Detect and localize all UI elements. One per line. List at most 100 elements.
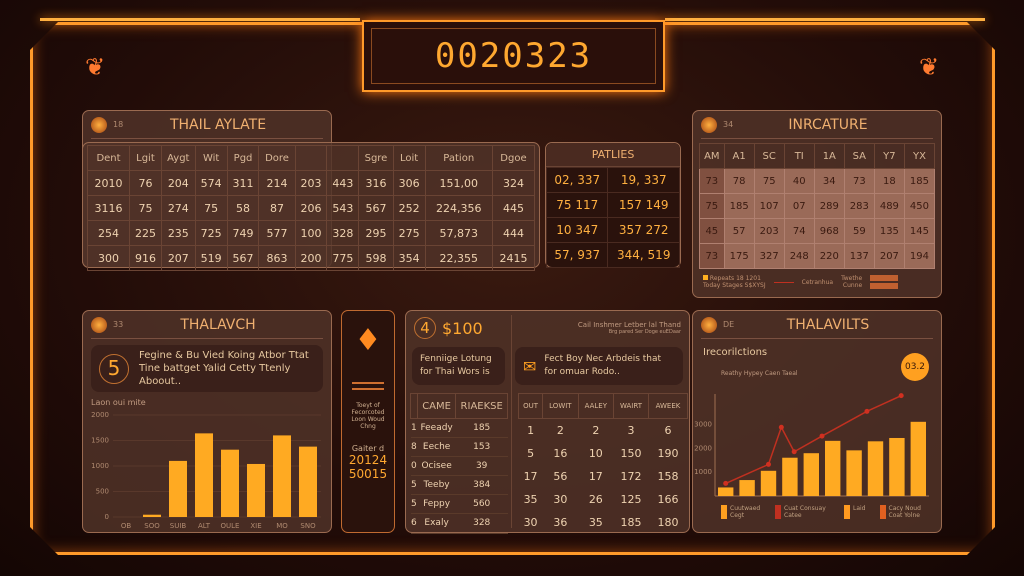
table-row[interactable]: 17 56 17 172 158 [519,465,688,488]
table-cell: 8 [410,437,418,458]
table-cell: 02, 337 [545,167,609,193]
thalavilts-panel: DE THALAVILTS Irecorilctions Reathy Hypey… [692,310,942,533]
table-cell: 384 [455,475,508,496]
y-tick-label: 1500 [91,437,109,445]
line-point [778,424,784,430]
panel-badge: 33 [113,320,124,329]
note: Cail Inshmer Letber lal Thand [577,321,681,329]
legend-item: Cetranhua [801,278,834,286]
column-header: Pgd [226,145,260,171]
line-point [864,408,870,414]
table-cell: Feeady [417,418,456,439]
table-cell: 306 [392,170,426,196]
table-cell: 214 [258,170,296,196]
line-point [819,433,825,439]
table-row[interactable]: 30 36 35 185 180 [519,511,688,534]
column-header: SA [843,143,875,169]
table-cell: 300 [86,245,131,271]
column-header: Lgit [129,145,162,171]
table-cell: Feppy [417,494,456,515]
panel-title: PATLIES [546,143,680,167]
table-cell: 1 [410,418,418,439]
table-cell: 344, 519 [607,242,680,268]
table-row[interactable]: 1 2 2 3 6 [519,419,688,442]
panel-badge: 34 [723,120,734,129]
table-cell: 59 [843,218,875,244]
legend-item: Cuutwaed Cegt [721,505,761,519]
table-cell: 175 [723,243,755,269]
step-number: 5 [99,353,129,384]
table-row[interactable]: 35 30 26 125 166 [519,488,688,511]
table-cell: 10 [588,446,603,460]
table-row: 57, 937 344, 519 [545,242,680,268]
bar [910,421,926,496]
table-cell: 74 [783,218,815,244]
table-cell: 39 [455,456,508,477]
table-cell: 166 [657,492,679,506]
envelope-icon[interactable]: ✉ [523,356,537,376]
line-point [898,393,904,399]
table-cell: 18 [873,168,905,194]
table-cell: 78 [723,168,755,194]
table-row: 45 57 203 74 968 59 135 145 [699,218,936,244]
chart-title: Reathy Hypey Caen Taeal [721,370,798,377]
table-row[interactable]: 1 Feeady 185 [410,418,508,439]
x-tick-label: ALT [198,522,211,530]
table-cell: 204 [160,170,196,196]
panel-title: THALAVCH [180,316,256,333]
side-label: Gaiter d [351,444,385,453]
column-header: LOWIT [542,393,579,419]
table-cell: 328 [326,220,360,246]
column-header: Aygt [160,145,196,171]
column-header: SC [753,143,785,169]
table-cell: 57,873 [424,220,493,246]
table-cell: 07 [783,193,815,219]
bar [739,480,755,496]
game-table: CAME RIAEKSE 1 Feeady 185 8 Eeche 153 0 Ocisee 39 5… [410,392,508,534]
rates-table: Dent Lgit Aygt Wit Pgd Dore Sgre Loit Pation Dgoe… [86,145,536,271]
combo-chart: 1000 2000 3000 [694,393,929,497]
table-cell: 107 [753,193,785,219]
table-cell: 445 [491,195,536,221]
bar [195,433,213,517]
table-cell: 100 [294,220,328,246]
patties-panel: PATLIES 02, 337 19, 337 75 117 157 149 10 34… [545,142,681,268]
bar [803,453,819,496]
table-cell: 328 [455,513,508,534]
table-row[interactable]: 5 16 10 150 190 [519,442,688,465]
column-header: AWEEK [647,393,689,419]
table-cell: Eeche [417,437,456,458]
coin-icon [701,316,717,333]
x-tick-label: MO [276,522,288,530]
table-cell: 444 [491,220,536,246]
table-cell: 5 [410,475,418,496]
table-cell: 489 [873,193,905,219]
table-row[interactable]: 0 Ocisee 39 [410,456,508,477]
table-row[interactable]: 5 Teeby 384 [410,475,508,496]
bar [169,460,187,517]
table-cell: 150 [620,446,642,460]
subtitle: Irecorilctions [703,347,768,358]
table-row[interactable]: 8 Eeche 153 [410,437,508,458]
table-cell: 185 [903,168,936,194]
table-cell: 916 [129,245,162,271]
menu-icon[interactable] [352,382,384,390]
step-number: 4 [414,317,436,339]
table-cell: 190 [657,446,679,460]
table-row[interactable]: 5 Feppy 560 [410,494,508,515]
value-badge: 03.2 [901,353,929,381]
table-cell: 185 [620,515,642,529]
y-tick-label: 3000 [694,421,712,429]
table-cell: 327 [753,243,785,269]
table-cell: 73 [699,168,725,194]
table-cell: 6 [410,513,418,534]
column-header: OUT [517,393,544,419]
table-row[interactable]: 6 Exaly 328 [410,513,508,534]
table-cell: 598 [358,245,394,271]
message-text: Fect Boy Nec Arbdeis that for omuar Rodo… [544,354,662,377]
column-header: RIAEKSE [455,392,508,420]
chart-legend: Cuutwaed Cegt Cuat Consuay Catee Laid Ca… [721,505,930,519]
table-cell: 34 [813,168,845,194]
legend-item: Cunne [842,282,863,289]
table-cell: 75 [129,195,162,221]
